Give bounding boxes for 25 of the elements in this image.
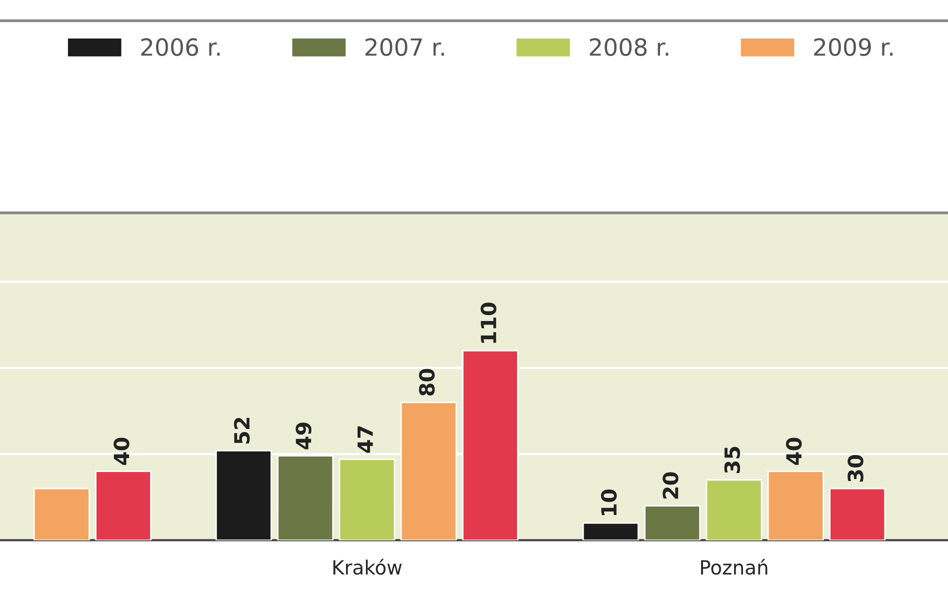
data-label: 20 bbox=[662, 472, 678, 499]
data-label: 110 bbox=[480, 302, 496, 343]
bar bbox=[767, 470, 824, 540]
legend-label: 2009 r. bbox=[814, 38, 893, 56]
bar bbox=[829, 488, 886, 540]
bar bbox=[33, 488, 90, 540]
data-label: 49 bbox=[296, 422, 312, 450]
x-tick-label: Kraków bbox=[333, 558, 402, 575]
legend-label: 2006 r. bbox=[141, 38, 220, 56]
data-label: 10 bbox=[601, 489, 617, 516]
bar bbox=[582, 522, 639, 540]
legend-label: 2008 r. bbox=[590, 38, 668, 56]
legend-label: 2007 r. bbox=[366, 38, 444, 56]
bar bbox=[644, 505, 701, 540]
data-label: 40 bbox=[114, 438, 130, 465]
data-label: 40 bbox=[786, 438, 802, 465]
data-label: 80 bbox=[418, 368, 435, 396]
bar bbox=[706, 479, 762, 540]
data-label: 47 bbox=[358, 426, 373, 453]
data-label: 35 bbox=[724, 446, 740, 473]
bar bbox=[338, 458, 396, 540]
x-tick-label: Poznań bbox=[701, 558, 768, 575]
data-label: 30 bbox=[848, 454, 864, 482]
bar bbox=[95, 470, 152, 540]
data-label: 52 bbox=[234, 418, 250, 444]
